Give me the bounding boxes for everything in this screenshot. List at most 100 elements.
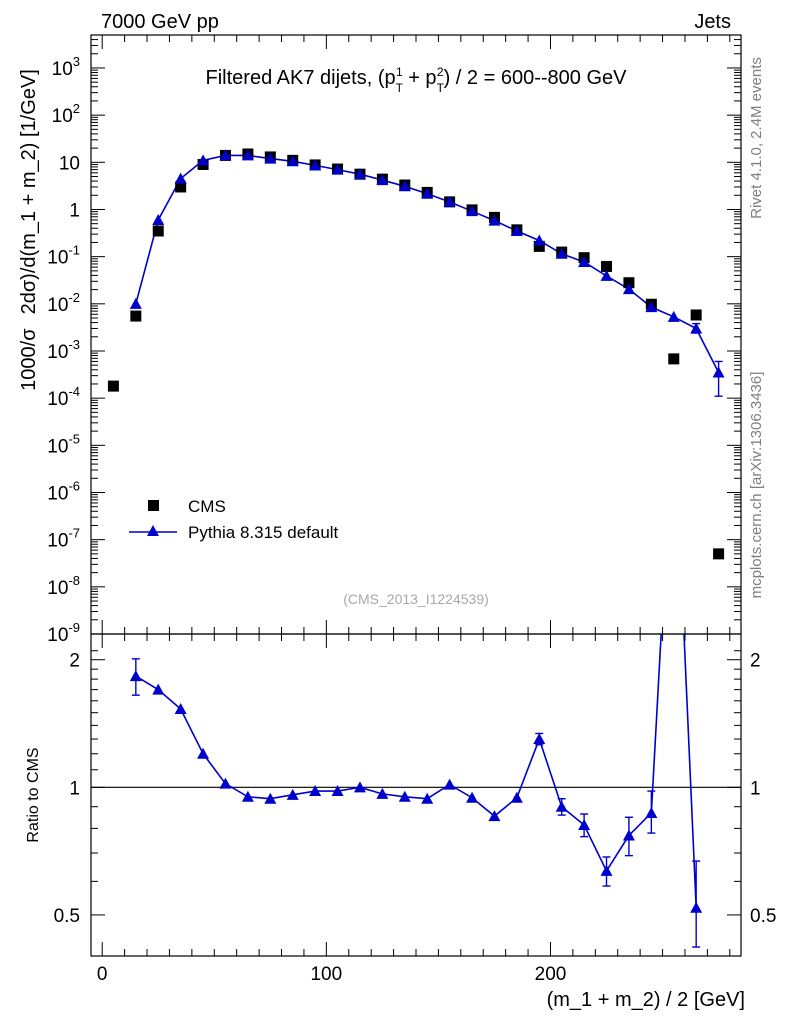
ratio-point bbox=[622, 829, 635, 841]
pythia-point bbox=[712, 366, 725, 378]
pythia-point bbox=[645, 301, 658, 313]
ratio-point bbox=[421, 792, 434, 804]
ratio-point bbox=[533, 733, 546, 745]
pythia-point bbox=[241, 149, 254, 161]
pythia-point bbox=[488, 214, 501, 226]
pythia-point bbox=[331, 163, 344, 175]
cms-point bbox=[107, 380, 119, 392]
y-tick-label: 10-6 bbox=[47, 478, 80, 504]
ratio-point bbox=[129, 670, 142, 682]
ratio-point bbox=[309, 785, 322, 797]
x-tick-label: 200 bbox=[535, 964, 567, 985]
cms-point bbox=[601, 260, 613, 272]
legend: CMS Pythia 8.315 default bbox=[129, 497, 339, 542]
ratio-axes: 0 100 200 0.5 0.5 1 1 2 2 bbox=[54, 35, 776, 985]
rivet-version-label: Rivet 4.1.0, 2.4M events bbox=[748, 57, 765, 219]
main-y-axis: 10-9 10-8 10-7 10-6 10-5 10-4 10-3 10-2 10-1 1 10 1… bbox=[47, 34, 741, 646]
main-plot-frame bbox=[90, 34, 742, 635]
pythia-point bbox=[600, 269, 613, 281]
main-y-axis-label: 1000/σ2dσ)/d(m_1 + m_2) [1/GeV] bbox=[18, 69, 40, 391]
legend-label-cms: CMS bbox=[188, 497, 226, 516]
main-data-marks bbox=[107, 148, 725, 560]
x-tick-label: 100 bbox=[310, 964, 342, 985]
cms-point bbox=[713, 548, 725, 560]
pythia-point bbox=[443, 195, 456, 207]
ratio-point bbox=[578, 818, 591, 830]
pythia-point bbox=[667, 310, 680, 322]
pythia-point bbox=[533, 234, 546, 246]
ratio-point bbox=[353, 781, 366, 793]
pythia-point bbox=[353, 168, 366, 180]
y-tick-label: 1 bbox=[69, 200, 80, 221]
ratio-point bbox=[152, 683, 165, 695]
pythia-point bbox=[264, 152, 277, 164]
cms-point bbox=[668, 353, 680, 365]
header-right-label: Jets bbox=[694, 11, 731, 33]
y-tick-label: 10-3 bbox=[47, 337, 80, 363]
ratio-point bbox=[197, 747, 210, 759]
ratio-point bbox=[286, 788, 299, 800]
ratio-line bbox=[135, 634, 697, 908]
pythia-point bbox=[690, 322, 703, 334]
pythia-point bbox=[197, 154, 210, 166]
legend-marker-cms bbox=[148, 500, 159, 511]
ratio-point bbox=[690, 901, 703, 913]
ratio-point bbox=[264, 792, 277, 804]
ratio-point bbox=[600, 864, 613, 876]
ratio-point bbox=[466, 791, 479, 803]
y-tick-label: 102 bbox=[52, 101, 80, 127]
legend-marker-pythia bbox=[147, 525, 159, 536]
ratio-point bbox=[219, 777, 232, 789]
ratio-point bbox=[331, 785, 344, 797]
pythia-point bbox=[398, 180, 411, 192]
analysis-id-label: (CMS_2013_I1224539) bbox=[343, 591, 489, 607]
y-tick-label: 10-1 bbox=[47, 243, 80, 269]
pythia-point bbox=[466, 205, 479, 217]
pythia-point bbox=[152, 213, 165, 225]
y-tick-label: 10-7 bbox=[47, 526, 80, 552]
mcplots-reference-label: mcplots.cern.ch [arXiv:1306.3436] bbox=[748, 372, 765, 599]
pythia-point bbox=[129, 297, 142, 309]
cms-point bbox=[152, 225, 164, 237]
plot-title: Filtered AK7 dijets, (pT1 + pT2) / 2 = 6… bbox=[206, 65, 628, 95]
x-tick-label: 0 bbox=[97, 964, 108, 985]
y-tick-label: 10-8 bbox=[47, 573, 80, 599]
header-left-label: 7000 GeV pp bbox=[101, 11, 219, 33]
ratio-y-tick-label-right: 1 bbox=[750, 778, 761, 799]
cms-point bbox=[175, 181, 187, 193]
pythia-point bbox=[219, 149, 232, 161]
pythia-point bbox=[376, 174, 389, 186]
ratio-point bbox=[510, 791, 523, 803]
y-tick-label: 10-5 bbox=[47, 431, 80, 457]
ratio-point bbox=[645, 806, 658, 818]
ratio-y-tick-label-right: 0.5 bbox=[750, 906, 776, 927]
ratio-point bbox=[376, 787, 389, 799]
ratio-data-marks bbox=[129, 634, 703, 948]
legend-label-pythia: Pythia 8.315 default bbox=[188, 523, 339, 542]
pythia-point bbox=[421, 187, 434, 199]
ratio-point bbox=[555, 800, 568, 812]
ratio-plot-frame bbox=[90, 633, 742, 957]
ratio-point bbox=[241, 790, 254, 802]
y-tick-label: 10-2 bbox=[47, 290, 80, 316]
cms-point bbox=[623, 277, 635, 289]
x-axis-label: (m_1 + m_2) / 2 [GeV] bbox=[547, 989, 745, 1011]
pythia-point bbox=[510, 224, 523, 236]
pythia-point bbox=[578, 256, 591, 268]
y-tick-label: 10-9 bbox=[47, 620, 80, 646]
ratio-y-tick-label-right: 2 bbox=[750, 651, 761, 672]
y-tick-label: 10-4 bbox=[47, 384, 80, 410]
cms-point bbox=[130, 310, 142, 322]
pythia-point bbox=[555, 247, 568, 259]
pythia-point bbox=[174, 172, 187, 184]
ratio-y-tick-label: 2 bbox=[69, 651, 80, 672]
cms-point bbox=[533, 240, 545, 252]
pythia-point bbox=[286, 155, 299, 167]
ratio-point bbox=[174, 703, 187, 715]
ratio-y-axis-label: Ratio to CMS bbox=[25, 747, 42, 842]
pythia-point bbox=[309, 159, 322, 171]
pythia-point bbox=[622, 283, 635, 295]
ratio-y-tick-label: 1 bbox=[69, 778, 80, 799]
ratio-clipped-group bbox=[129, 634, 703, 948]
